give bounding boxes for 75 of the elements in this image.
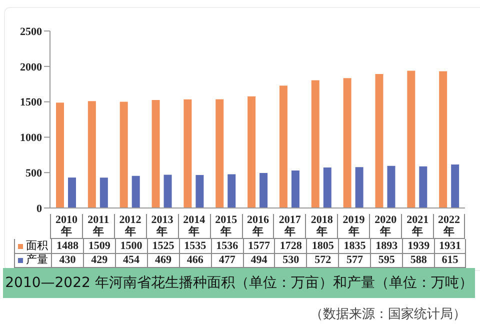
- bar: [164, 174, 172, 208]
- bar: [375, 74, 384, 208]
- bar: [407, 70, 416, 208]
- y-tick-label: 1500: [20, 96, 42, 109]
- data-label: 430: [51, 253, 83, 267]
- data-label: 1488: [51, 239, 83, 253]
- x-tick-label: 2017年: [273, 214, 306, 238]
- legend-label: 产量: [14, 253, 51, 267]
- bar: [439, 71, 448, 208]
- bar: [120, 102, 128, 208]
- data-label: 588: [402, 253, 434, 267]
- data-label: 1536: [210, 239, 243, 253]
- data-label: 466: [178, 253, 211, 267]
- x-tick-label: 2014年: [178, 214, 210, 238]
- bar: [100, 178, 108, 208]
- x-tick-label: 2011年: [82, 214, 114, 238]
- bar: [387, 166, 396, 208]
- x-tick-label: 2016年: [242, 214, 274, 238]
- data-label: 577: [338, 253, 370, 267]
- y-tick-label: 2000: [20, 61, 42, 74]
- data-label: 1805: [306, 239, 338, 253]
- bar: [260, 173, 268, 208]
- x-tick-label: 2020年: [369, 214, 402, 238]
- bar: [451, 164, 460, 208]
- x-tick-label: 2012年: [114, 214, 146, 238]
- data-label: 615: [434, 253, 466, 267]
- bar: [152, 100, 160, 208]
- bar: [343, 78, 352, 208]
- data-label: 1939: [402, 239, 434, 253]
- x-tick-label: 2021年: [401, 214, 434, 238]
- bar: [419, 166, 428, 208]
- data-label: 429: [82, 253, 115, 267]
- y-tick-label: 0: [36, 202, 42, 215]
- data-label: 454: [114, 253, 147, 267]
- data-label: 1931: [434, 239, 466, 253]
- data-label: 1728: [274, 239, 306, 253]
- bar: [323, 168, 332, 208]
- x-tick-label: 2010年: [50, 214, 82, 238]
- bar: [184, 99, 192, 208]
- bar: [88, 101, 96, 208]
- x-tick-label: 2015年: [210, 214, 242, 238]
- data-label: 1535: [178, 239, 211, 253]
- bar: [279, 86, 288, 208]
- data-label: 1525: [146, 239, 179, 253]
- data-label: 1835: [338, 239, 370, 253]
- bar: [248, 96, 256, 208]
- legend-label: 面积: [14, 239, 51, 253]
- x-tick-label: 2018年: [305, 214, 338, 238]
- data-label: 530: [274, 253, 306, 267]
- bar: [196, 175, 204, 208]
- data-label: 477: [210, 253, 243, 267]
- data-label: 572: [306, 253, 338, 267]
- data-label: 595: [370, 253, 402, 267]
- data-label: 1577: [242, 239, 274, 253]
- x-tick-label: 2022年: [433, 214, 465, 238]
- text: 2010—2022 年河南省花生播种面积（单位：万亩）和产量（单位：万吨）: [3, 268, 475, 298]
- y-tick-label: 500: [26, 168, 42, 180]
- x-tick-label: 2013年: [146, 214, 178, 238]
- y-tick-label: 1000: [20, 132, 42, 144]
- bar: [311, 80, 320, 208]
- bar: [216, 99, 224, 208]
- data-label: 469: [146, 253, 179, 267]
- data-label: 1500: [114, 239, 147, 253]
- bar: [355, 167, 364, 208]
- data-label: 1509: [82, 239, 115, 253]
- bar: [291, 170, 300, 208]
- bar: [56, 102, 64, 208]
- data-label: 494: [242, 253, 274, 267]
- x-tick-label: 2019年: [337, 214, 370, 238]
- text: （数据来源：国家统计局）: [310, 306, 466, 323]
- bar: [132, 176, 140, 208]
- y-tick-label: 2500: [20, 26, 42, 38]
- data-label: 1893: [370, 239, 402, 253]
- bar: [228, 174, 236, 208]
- bar: [68, 178, 76, 208]
